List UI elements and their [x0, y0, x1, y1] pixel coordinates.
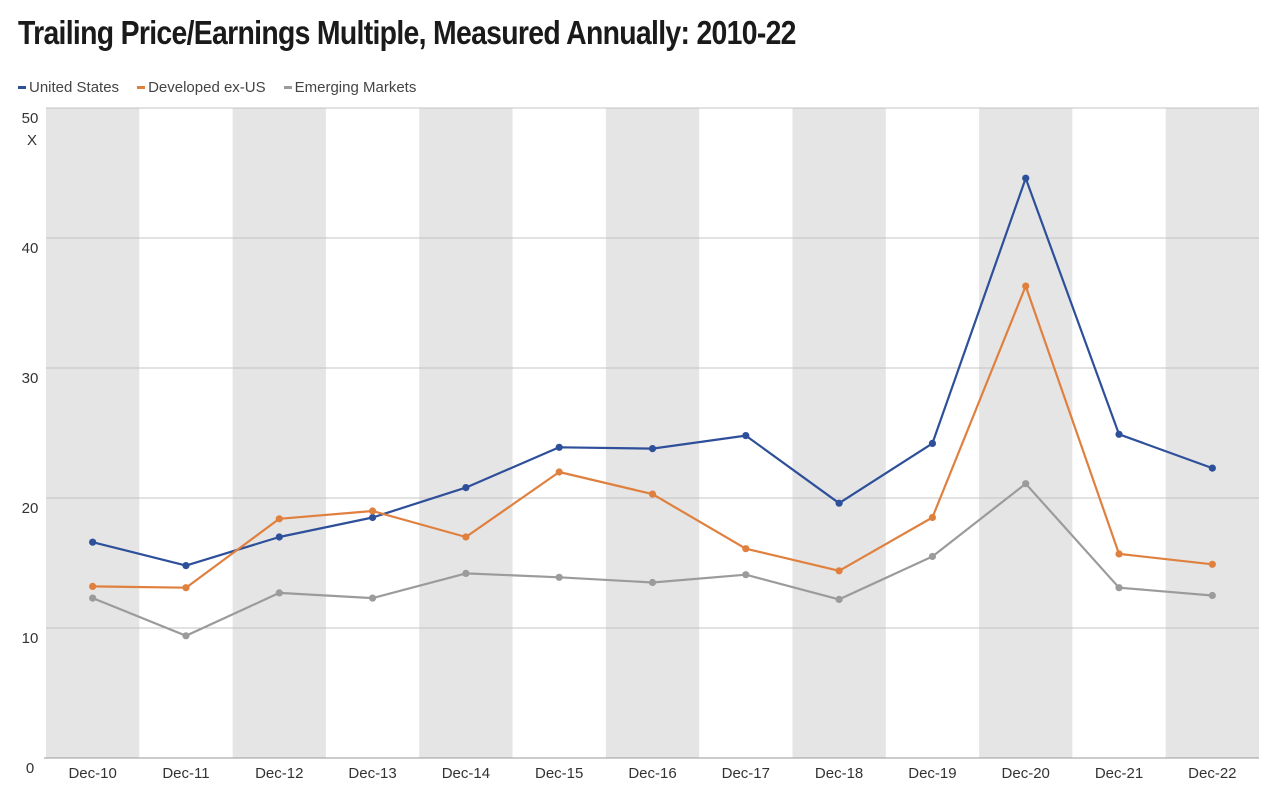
- y-tick-label-40: 40: [22, 240, 39, 257]
- x-tick-label-dec-15: Dec-15: [535, 765, 583, 782]
- legend-label-developed-ex-us: Developed ex-US: [148, 79, 266, 96]
- legend-swatch-united-states: [18, 86, 26, 89]
- point-emerging-markets-dec-22: [1208, 591, 1216, 600]
- x-tick-label-dec-12: Dec-12: [255, 765, 303, 782]
- point-united-states-dec-19: [928, 439, 937, 447]
- x-tick-label-dec-20: Dec-20: [1002, 765, 1050, 782]
- point-united-states-dec-21: [1115, 430, 1123, 438]
- band-dec-18: [792, 108, 886, 758]
- x-tick-label-dec-17: Dec-17: [722, 765, 770, 782]
- point-developed-ex-us-dec-13: [368, 507, 377, 515]
- point-united-states-dec-18: [835, 499, 843, 507]
- y-unit-label: X: [27, 132, 37, 149]
- point-developed-ex-us-dec-17: [742, 545, 750, 553]
- band-dec-14: [419, 108, 513, 758]
- point-emerging-markets-dec-20: [1022, 480, 1030, 488]
- point-emerging-markets-dec-10: [89, 594, 97, 602]
- point-united-states-dec-17: [742, 432, 750, 440]
- x-tick-label-dec-13: Dec-13: [348, 765, 396, 782]
- point-emerging-markets-dec-19: [928, 552, 937, 561]
- point-developed-ex-us-dec-14: [462, 533, 470, 541]
- x-tick-label-dec-11: Dec-11: [162, 765, 209, 782]
- point-developed-ex-us-dec-12: [275, 515, 283, 523]
- point-emerging-markets-dec-11: [182, 632, 190, 640]
- point-developed-ex-us-dec-10: [89, 582, 97, 591]
- y-tick-label-0: 0: [26, 760, 34, 777]
- legend-swatch-developed-ex-us: [137, 86, 146, 89]
- legend-item-united-states: United States: [18, 79, 119, 96]
- point-emerging-markets-dec-15: [555, 573, 563, 581]
- band-dec-16: [605, 108, 700, 758]
- x-tick-label-dec-22: Dec-22: [1188, 765, 1236, 782]
- point-united-states-dec-13: [368, 513, 377, 522]
- point-developed-ex-us-dec-15: [555, 468, 563, 476]
- point-developed-ex-us-dec-19: [928, 513, 937, 522]
- point-united-states-dec-20: [1022, 174, 1030, 182]
- point-emerging-markets-dec-13: [368, 594, 377, 602]
- point-emerging-markets-dec-18: [835, 595, 843, 604]
- legend: United States Developed ex-US Emerging M…: [18, 79, 434, 96]
- chart-title: Trailing Price/Earnings Multiple, Measur…: [18, 14, 796, 51]
- y-tick-label-20: 20: [22, 500, 39, 517]
- x-tick-label-dec-21: Dec-21: [1095, 765, 1143, 782]
- point-united-states-dec-16: [648, 445, 657, 453]
- point-developed-ex-us-dec-20: [1022, 282, 1030, 290]
- point-united-states-dec-10: [89, 538, 97, 546]
- point-united-states-dec-14: [462, 484, 470, 492]
- x-tick-label-dec-18: Dec-18: [815, 765, 863, 782]
- point-united-states-dec-12: [275, 533, 283, 541]
- band-dec-12: [232, 108, 326, 758]
- band-dec-22: [1165, 108, 1259, 758]
- band-dec-20: [979, 108, 1073, 758]
- point-emerging-markets-dec-21: [1115, 584, 1123, 592]
- y-tick-label-10: 10: [22, 630, 39, 647]
- point-emerging-markets-dec-12: [275, 589, 283, 597]
- point-developed-ex-us-dec-16: [648, 490, 657, 498]
- legend-label-united-states: United States: [29, 79, 120, 96]
- point-developed-ex-us-dec-11: [182, 584, 190, 592]
- x-tick-label-dec-19: Dec-19: [908, 765, 956, 782]
- band-dec-10: [46, 108, 140, 758]
- legend-label-emerging-markets: Emerging Markets: [294, 79, 417, 96]
- x-tick-label-dec-10: Dec-10: [68, 765, 116, 782]
- point-united-states-dec-11: [182, 562, 190, 570]
- legend-item-developed-ex-us: Developed ex-US: [137, 79, 266, 96]
- point-united-states-dec-22: [1208, 464, 1216, 472]
- x-tick-label-dec-14: Dec-14: [442, 765, 490, 782]
- point-emerging-markets-dec-16: [648, 578, 657, 587]
- point-developed-ex-us-dec-21: [1115, 550, 1123, 558]
- point-united-states-dec-15: [555, 443, 563, 451]
- point-developed-ex-us-dec-18: [835, 567, 843, 575]
- point-developed-ex-us-dec-22: [1208, 560, 1216, 568]
- point-emerging-markets-dec-17: [742, 571, 750, 579]
- y-tick-label-50: 50: [22, 110, 39, 127]
- legend-swatch-emerging-markets: [283, 86, 292, 89]
- point-emerging-markets-dec-14: [462, 569, 470, 578]
- x-tick-label-dec-16: Dec-16: [628, 765, 676, 782]
- y-tick-label-30: 30: [22, 370, 39, 387]
- legend-item-emerging-markets: Emerging Markets: [283, 79, 417, 96]
